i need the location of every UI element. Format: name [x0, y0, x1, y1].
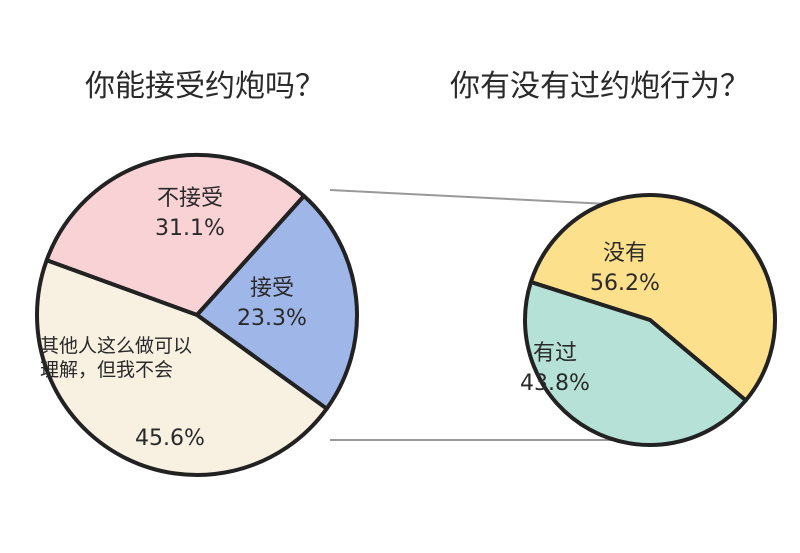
value-label: 45.6%: [135, 426, 205, 451]
pie-slice: [523, 280, 748, 447]
slice-label: 接受: [249, 276, 294, 301]
pie-slice: [35, 258, 329, 477]
pie-slice: [528, 193, 777, 403]
slice-label: 不接受: [156, 186, 223, 211]
value-label: 43.8%: [520, 371, 590, 396]
value-label: 31.1%: [155, 216, 225, 241]
slice-label: 有过: [532, 341, 577, 366]
slice-label: 其他人这么做可以理解，但我不会: [40, 335, 193, 381]
value-label: 23.3%: [237, 306, 307, 331]
value-label: 56.2%: [590, 271, 660, 296]
connector: [329, 189, 629, 206]
chart-title: 你能接受约炮吗？: [85, 69, 325, 104]
pie-slice: [195, 194, 359, 411]
pie-slice: [44, 153, 306, 317]
slice-label: 没有: [602, 241, 647, 266]
chart-title: 你有没有过约炮行为？: [450, 69, 750, 104]
